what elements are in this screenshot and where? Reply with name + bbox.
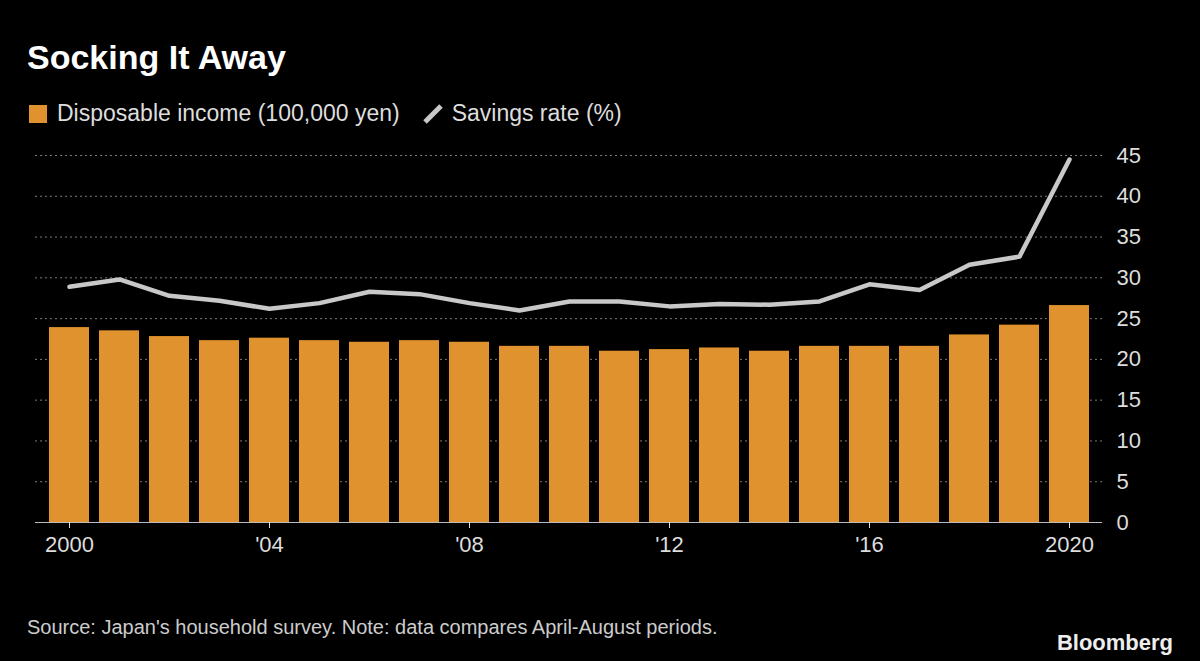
svg-text:30: 30	[1117, 265, 1141, 290]
svg-text:2020: 2020	[1045, 532, 1094, 557]
html-text:Bloomberg: Bloomberg	[1056, 630, 1173, 655]
html-text:Savings rate (%): Savings rate (%)	[451, 100, 622, 126]
svg-text:35: 35	[1117, 224, 1141, 249]
svg-text:40: 40	[1117, 183, 1141, 208]
svg-text:'08: '08	[455, 532, 484, 557]
svg-text:20: 20	[1117, 346, 1141, 371]
html-text:Socking It Away: Socking It Away	[27, 38, 286, 76]
svg-text:'16: '16	[855, 532, 884, 557]
svg-text:'12: '12	[655, 532, 684, 557]
html-text:Disposable income (100,000 yen: Disposable income (100,000 yen)	[57, 100, 400, 126]
svg-text:25: 25	[1117, 306, 1141, 331]
svg-text:10: 10	[1117, 428, 1141, 453]
svg-text:2000: 2000	[45, 532, 94, 557]
svg-text:'04: '04	[255, 532, 284, 557]
html-text:Source: Japan's household surv: Source: Japan's household survey. Note: …	[27, 616, 718, 638]
svg-text:15: 15	[1117, 387, 1141, 412]
svg-text:0: 0	[1117, 510, 1129, 535]
svg-text:5: 5	[1117, 469, 1129, 494]
svg-text:45: 45	[1117, 143, 1141, 168]
